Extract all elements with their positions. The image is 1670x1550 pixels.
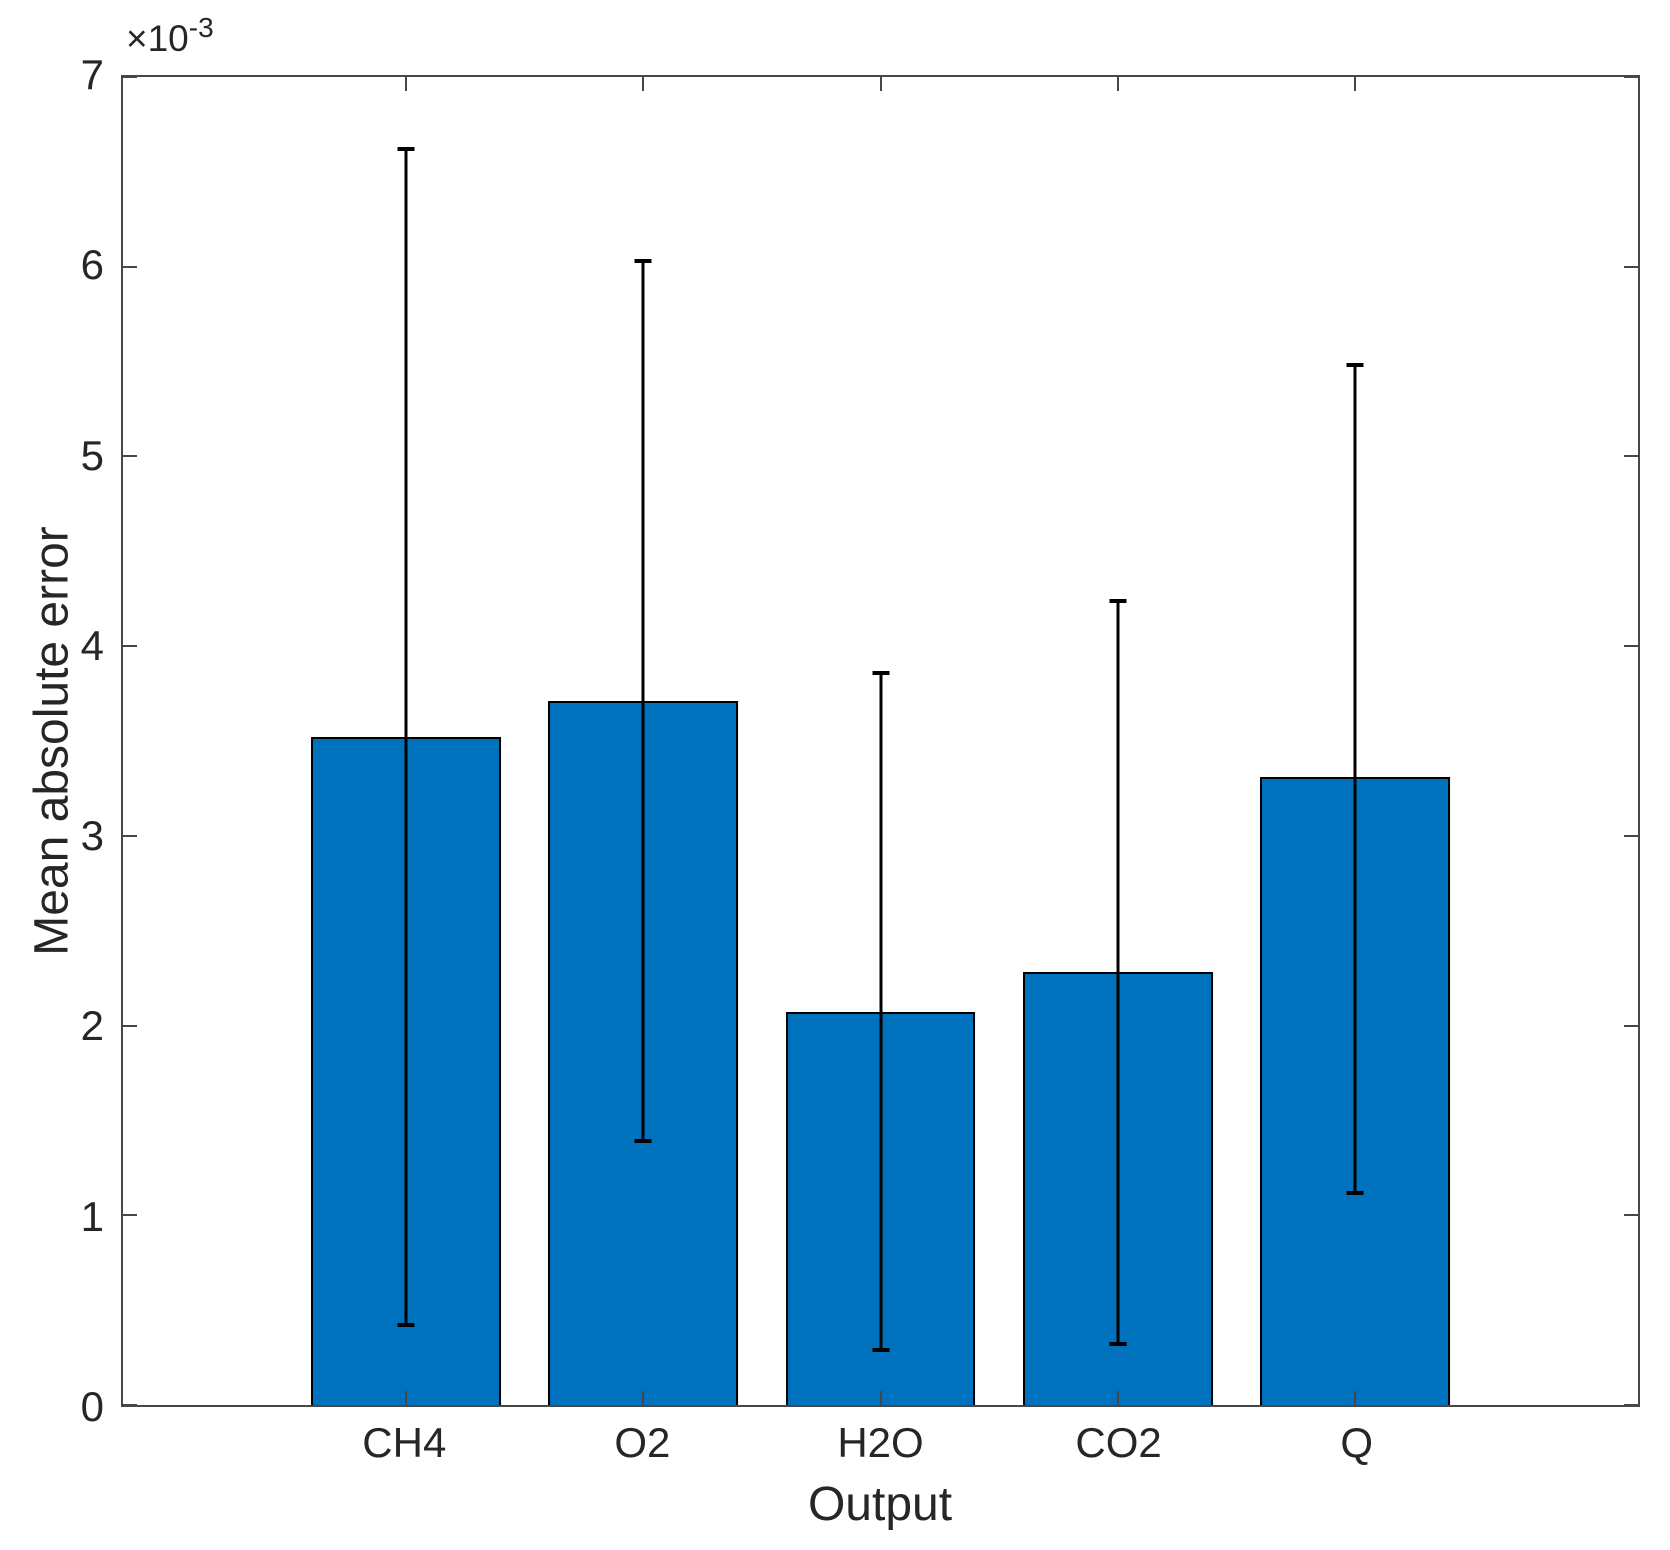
error-bar-cap-bottom	[634, 1139, 652, 1144]
error-bar-cap-top	[872, 670, 889, 675]
y-tick-mark	[123, 1214, 137, 1217]
y-tick-label: 7	[80, 51, 104, 98]
x-tick-mark	[1116, 1391, 1119, 1405]
y-tick-mark	[123, 645, 137, 648]
y-tick-label: 5	[80, 431, 104, 479]
y-tick-mark	[123, 1404, 137, 1406]
x-tick-label-o2: O2	[614, 1419, 671, 1466]
y-tick-label: 2	[80, 1002, 104, 1050]
error-bar-line	[641, 261, 645, 1142]
x-tick-mark-top	[642, 77, 645, 91]
plot-area	[121, 75, 1640, 1407]
error-bar-cap-bottom	[1109, 1342, 1127, 1347]
error-bar-line	[879, 672, 882, 1350]
error-bar-cap-bottom	[397, 1323, 415, 1328]
error-bar-line	[1116, 600, 1120, 1345]
y-axis-offset-text: ×10-3	[126, 12, 214, 60]
y-tick-mark-right	[1624, 645, 1638, 648]
offset-exponent: -3	[188, 12, 214, 43]
x-tick-label-ch4: CH4	[362, 1419, 447, 1466]
error-bar-cap-top	[634, 259, 652, 264]
error-bar-line	[404, 149, 408, 1326]
y-tick-label: 0	[80, 1383, 104, 1430]
y-tick-mark	[123, 1024, 137, 1027]
error-bar-cap-top	[1109, 598, 1127, 603]
y-tick-label: 6	[80, 241, 104, 289]
y-tick-mark-right	[1624, 455, 1638, 458]
y-tick-mark	[123, 76, 137, 78]
error-bar-cap-bottom	[1346, 1190, 1364, 1195]
y-tick-mark-right	[1624, 265, 1638, 268]
x-tick-mark	[1354, 1391, 1357, 1405]
x-tick-mark-top	[879, 77, 882, 91]
y-tick-mark	[123, 265, 137, 268]
x-tick-mark-top	[404, 77, 407, 91]
y-tick-mark-right	[1624, 1024, 1638, 1027]
y-tick-label: 4	[80, 621, 104, 669]
y-tick-mark-right	[1624, 1214, 1638, 1217]
y-tick-mark	[123, 455, 137, 458]
y-tick-label: 3	[80, 812, 104, 860]
error-bar-line	[1353, 365, 1357, 1193]
y-tick-mark	[123, 834, 137, 837]
offset-base: ×10	[126, 18, 189, 59]
x-tick-label-co2: CO2	[1075, 1419, 1162, 1466]
y-tick-label: 1	[80, 1192, 104, 1240]
error-bar-cap-top	[1346, 363, 1364, 368]
x-tick-mark-top	[1116, 77, 1119, 91]
y-axis-label: Mean absolute error	[25, 526, 79, 956]
error-bar-cap-top	[397, 147, 415, 152]
y-tick-mark-right	[1624, 1404, 1638, 1406]
y-tick-mark-right	[1624, 76, 1638, 78]
x-tick-label-h2o: H2O	[837, 1419, 924, 1466]
x-axis-label: Output	[807, 1478, 953, 1531]
error-bar-cap-bottom	[872, 1347, 889, 1352]
x-tick-label-q: Q	[1340, 1419, 1374, 1466]
x-tick-mark	[404, 1391, 407, 1405]
y-tick-mark-right	[1624, 834, 1638, 837]
x-tick-mark	[642, 1391, 645, 1405]
x-tick-mark-top	[1354, 77, 1357, 91]
x-tick-mark	[879, 1391, 882, 1405]
